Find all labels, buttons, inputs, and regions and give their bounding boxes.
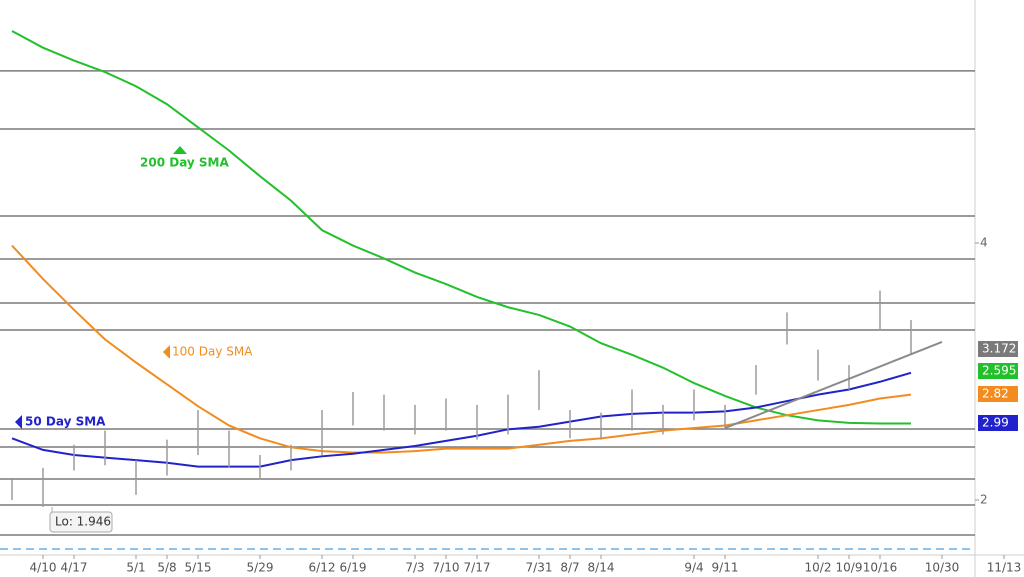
low-label-box bbox=[49, 511, 113, 533]
sma-label: 200 Day SMA bbox=[140, 156, 230, 170]
value-tag bbox=[978, 415, 1018, 431]
value-tag bbox=[978, 386, 1018, 402]
value-tag-label: 2.99 bbox=[982, 416, 1009, 430]
x-tick-label: 10/9 bbox=[836, 561, 863, 575]
x-tick-label: 7/31 bbox=[526, 561, 553, 575]
y-tick-label: 4 bbox=[980, 235, 988, 249]
x-tick-label: 8/7 bbox=[560, 561, 579, 575]
x-tick-label: 8/14 bbox=[588, 561, 615, 575]
x-tick-label: 6/12 bbox=[309, 561, 336, 575]
y-tick-label: 2 bbox=[980, 493, 988, 507]
sma-marker bbox=[15, 415, 22, 429]
sma-label: 50 Day SMA bbox=[25, 415, 106, 429]
sma-marker bbox=[173, 146, 187, 154]
x-tick-label: 9/4 bbox=[684, 561, 703, 575]
x-tick-label: 6/19 bbox=[340, 561, 367, 575]
value-tag-label: 2.82 bbox=[982, 387, 1009, 401]
x-tick-label: 5/29 bbox=[247, 561, 274, 575]
value-tag-label: 3.172 bbox=[982, 342, 1016, 356]
sma-marker bbox=[163, 345, 170, 359]
trendline bbox=[724, 341, 943, 429]
value-tag bbox=[978, 341, 1018, 357]
x-tick-label: 7/3 bbox=[405, 561, 424, 575]
x-tick-label: 7/10 bbox=[433, 561, 460, 575]
value-tag-label: 2.595 bbox=[982, 364, 1016, 378]
x-tick-label: 10/16 bbox=[863, 561, 898, 575]
x-tick-label: 10/30 bbox=[925, 561, 960, 575]
x-tick-label: 7/17 bbox=[464, 561, 491, 575]
x-tick-label: 11/13 bbox=[987, 561, 1022, 575]
x-tick-label: 5/8 bbox=[157, 561, 176, 575]
x-tick-label: 5/1 bbox=[126, 561, 145, 575]
sma-line bbox=[11, 371, 912, 468]
x-tick-label: 4/10 bbox=[30, 561, 57, 575]
x-tick-label: 10/2 bbox=[805, 561, 832, 575]
sma-label: 100 Day SMA bbox=[172, 345, 253, 359]
value-tag bbox=[978, 363, 1018, 379]
low-label: Lo: 1.946 bbox=[55, 515, 111, 529]
sma-line bbox=[11, 30, 911, 425]
sma-line bbox=[11, 244, 912, 454]
x-tick-label: 9/11 bbox=[712, 561, 739, 575]
x-tick-label: 5/15 bbox=[185, 561, 212, 575]
x-tick-label: 4/17 bbox=[61, 561, 88, 575]
